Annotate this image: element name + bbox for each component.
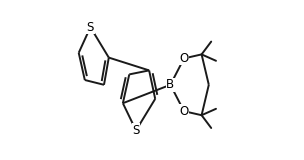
Text: S: S	[87, 21, 94, 34]
Text: O: O	[179, 105, 188, 118]
Text: S: S	[132, 124, 140, 137]
Text: O: O	[179, 52, 188, 65]
Text: B: B	[166, 78, 174, 91]
